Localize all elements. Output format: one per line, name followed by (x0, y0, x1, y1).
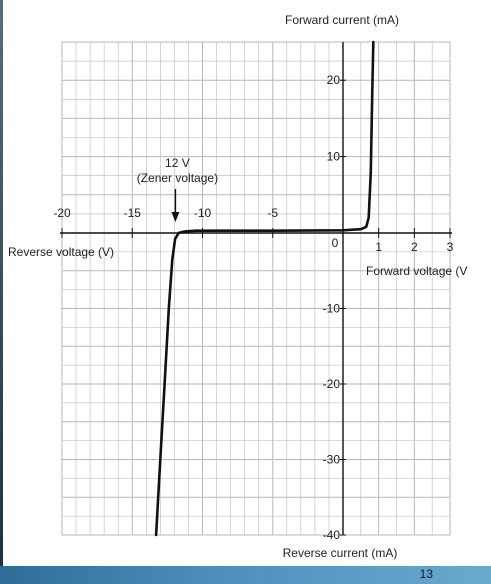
y-tick-label: 10 (327, 150, 341, 164)
x-tick-label: 2 (411, 240, 418, 254)
x-axis-title-forward: Forward voltage (V (366, 264, 467, 278)
zener-arrow-head (171, 212, 180, 222)
zener-voltage-caption: (Zener voltage) (137, 171, 218, 185)
iv-curve-line (154, 40, 375, 537)
x-tick-label: 3 (447, 240, 454, 254)
x-tick-label: -10 (194, 206, 212, 220)
y-tick-label: 20 (327, 73, 341, 87)
y-axis-title-reverse: Reverse current (mA) (283, 546, 398, 560)
diode-iv-chart: -20 -15 -10 -5 0 1 2 3 20 10 -10 -20 -30 -40 12 V(Zen… (8, 13, 467, 560)
y-tick-label: -20 (323, 377, 341, 391)
y-axis-title-forward: Forward current (mA) (285, 13, 399, 27)
series (154, 40, 375, 537)
zener-voltage-label: 12 V (165, 156, 190, 170)
x-tick-label: -5 (267, 206, 278, 220)
grid-frame (61, 41, 451, 536)
x-axis-title-reverse: Reverse voltage (V) (8, 245, 114, 259)
axes (60, 42, 452, 535)
annotations: 12 V(Zener voltage) (137, 156, 218, 222)
grid (61, 41, 451, 536)
x-tick-label: 0 (332, 236, 339, 250)
y-tick-label: -30 (323, 453, 341, 467)
x-tick-label: -15 (124, 206, 142, 220)
tick-labels: -20 -15 -10 -5 0 1 2 3 20 10 -10 -20 -30 -40 (53, 73, 453, 542)
axis-titles: Forward current (mA) Reverse current (mA)… (8, 13, 467, 560)
y-tick-label: -10 (323, 302, 341, 316)
page-number: 13 (419, 567, 433, 581)
x-tick-label: 1 (375, 240, 382, 254)
slide-edge (0, 0, 3, 566)
x-tick-label: -20 (53, 206, 71, 220)
y-tick-label: -40 (323, 528, 341, 542)
slide-footer-bar: 13 (0, 566, 491, 584)
